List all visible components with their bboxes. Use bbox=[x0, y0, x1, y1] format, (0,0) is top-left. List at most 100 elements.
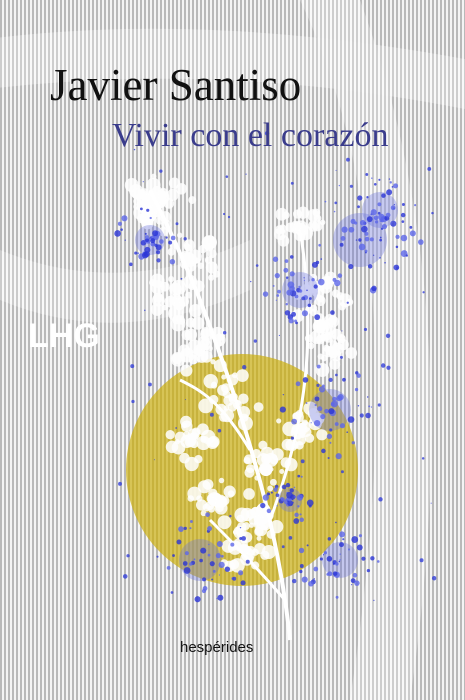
blue-dot bbox=[216, 597, 218, 600]
blue-dot bbox=[306, 499, 314, 507]
blue-dot bbox=[326, 573, 330, 576]
petal bbox=[307, 342, 315, 350]
petal bbox=[314, 295, 326, 307]
blue-dot bbox=[356, 544, 363, 551]
petal bbox=[180, 364, 193, 377]
blue-dot bbox=[342, 538, 345, 541]
petal bbox=[244, 467, 255, 478]
blue-dot bbox=[262, 291, 269, 297]
blue-dot bbox=[202, 577, 207, 582]
petal bbox=[200, 328, 213, 341]
blue-dot bbox=[272, 284, 275, 287]
blue-dot bbox=[175, 222, 179, 226]
blue-dot bbox=[307, 303, 312, 308]
blue-dot bbox=[184, 399, 187, 401]
blue-dot bbox=[390, 220, 397, 227]
petal bbox=[169, 240, 179, 249]
blue-dot bbox=[306, 544, 309, 547]
petal bbox=[280, 457, 292, 468]
blue-dot bbox=[299, 513, 302, 516]
blue-dot bbox=[374, 220, 379, 224]
blue-dot bbox=[318, 386, 326, 393]
petal bbox=[133, 203, 140, 210]
blue-dot bbox=[324, 408, 329, 414]
blue-dot bbox=[209, 412, 214, 417]
blue-dot bbox=[373, 599, 375, 602]
blue-dot bbox=[217, 594, 224, 601]
blue-dot bbox=[303, 277, 305, 279]
blue-dot bbox=[417, 239, 424, 245]
blue-dot bbox=[338, 184, 341, 187]
blue-dot bbox=[285, 302, 289, 306]
publisher: hespérides bbox=[180, 639, 253, 656]
blue-dot bbox=[142, 181, 144, 183]
blue-dot bbox=[301, 576, 308, 583]
blue-dot bbox=[154, 243, 158, 247]
blue-dot bbox=[222, 212, 226, 216]
petal bbox=[290, 425, 305, 440]
blue-dot bbox=[314, 314, 321, 321]
petal bbox=[256, 535, 262, 541]
blue-dot bbox=[335, 453, 342, 460]
blue-dot bbox=[348, 263, 354, 270]
petal bbox=[185, 291, 193, 299]
petal bbox=[189, 303, 203, 318]
blue-dot bbox=[301, 310, 308, 317]
blue-dot bbox=[358, 534, 363, 538]
petal bbox=[292, 412, 300, 420]
blue-dot bbox=[290, 436, 295, 440]
blue-dot bbox=[298, 285, 301, 289]
blue-dot bbox=[339, 531, 346, 538]
blue-dot bbox=[298, 547, 305, 554]
blue-dot bbox=[189, 520, 193, 523]
petal bbox=[217, 515, 232, 530]
blue-dot bbox=[118, 481, 122, 486]
blue-dot bbox=[339, 242, 344, 247]
blue-dot bbox=[414, 204, 417, 207]
petal bbox=[298, 223, 305, 229]
blue-dot bbox=[270, 491, 273, 494]
blue-dot bbox=[335, 169, 337, 171]
petal bbox=[345, 347, 358, 359]
blue-dot bbox=[373, 215, 379, 220]
petal bbox=[188, 196, 197, 204]
blue-dot bbox=[311, 278, 315, 282]
blue-dot bbox=[218, 574, 221, 576]
collection-logo: LHG bbox=[28, 317, 100, 355]
blue-dot bbox=[295, 381, 301, 387]
petal bbox=[261, 545, 276, 560]
blue-dot bbox=[146, 208, 150, 212]
blue-dot bbox=[150, 238, 156, 244]
blue-dot bbox=[180, 277, 183, 280]
petal bbox=[162, 304, 168, 311]
blue-dot bbox=[250, 280, 252, 283]
blue-dot bbox=[346, 431, 349, 433]
blue-dot bbox=[346, 301, 349, 304]
blue-dot bbox=[209, 561, 215, 567]
blue-dot bbox=[284, 310, 291, 316]
blue-dot bbox=[346, 157, 350, 162]
blue-dot bbox=[335, 595, 339, 599]
blue-dot bbox=[336, 395, 343, 402]
blue-dot bbox=[372, 254, 375, 256]
blue-dot bbox=[217, 428, 222, 433]
blue-dot bbox=[211, 578, 214, 581]
blue-dot bbox=[175, 427, 178, 429]
blue-dot bbox=[288, 318, 294, 324]
petal bbox=[213, 359, 227, 373]
petal bbox=[254, 475, 260, 481]
blue-dot bbox=[255, 264, 259, 267]
blue-dot bbox=[299, 564, 304, 568]
blue-dot bbox=[229, 514, 232, 518]
blue-dot bbox=[156, 258, 161, 263]
blue-dot bbox=[159, 239, 164, 244]
blue-dot bbox=[386, 365, 391, 370]
blue-dot bbox=[245, 559, 250, 564]
blue-dot bbox=[401, 202, 405, 206]
petal bbox=[292, 209, 303, 219]
blue-dot bbox=[409, 230, 416, 237]
petal bbox=[267, 485, 274, 492]
blue-dot bbox=[194, 596, 201, 603]
petal bbox=[232, 399, 242, 410]
petal bbox=[205, 261, 218, 274]
